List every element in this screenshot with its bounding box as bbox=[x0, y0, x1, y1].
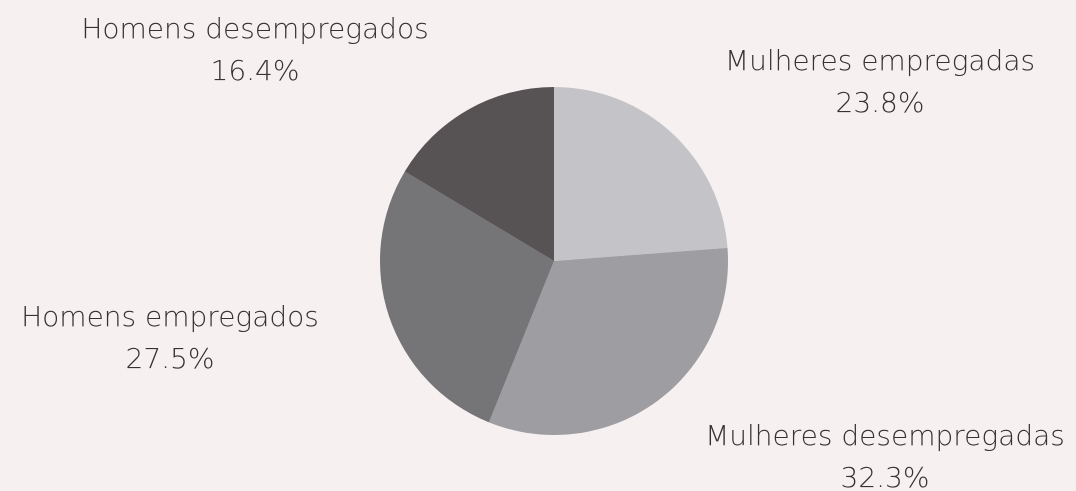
pie-slice bbox=[554, 87, 728, 261]
slice-label: Homens desempregados bbox=[81, 12, 428, 45]
pie-slice bbox=[380, 171, 554, 423]
slice-value-label: 16.4% bbox=[211, 54, 300, 87]
pie-slice bbox=[404, 87, 554, 261]
slice-label: Homens empregados bbox=[21, 300, 319, 333]
slice-label: Mulheres desempregadas bbox=[705, 419, 1065, 452]
pie-slice bbox=[488, 247, 728, 435]
slice-value-label: 32.3% bbox=[841, 461, 930, 491]
slice-value-label: 23.8% bbox=[836, 86, 925, 119]
slice-label: Mulheres empregadas bbox=[725, 44, 1035, 77]
slice-value-label: 27.5% bbox=[126, 342, 215, 375]
